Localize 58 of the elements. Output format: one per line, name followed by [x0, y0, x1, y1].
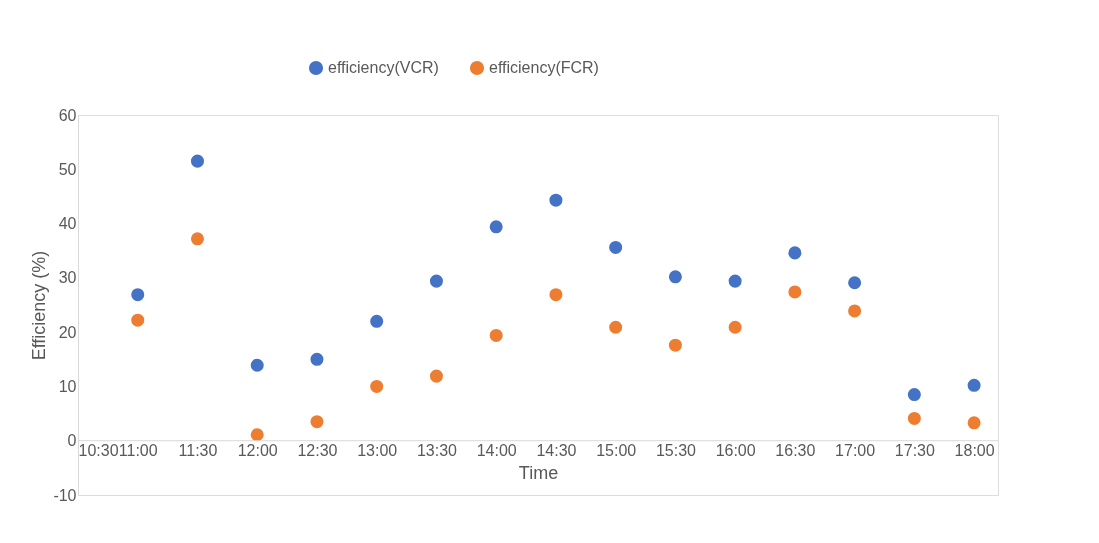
- point: [429, 274, 443, 288]
- point: [370, 379, 384, 393]
- x-tick-label: 14:00: [476, 442, 517, 460]
- point: [728, 320, 742, 334]
- point: [549, 193, 563, 207]
- x-tick-label: 17:00: [835, 442, 876, 460]
- point: [668, 270, 682, 284]
- x-tick-label: 13:30: [416, 442, 458, 460]
- y-tick-label: 60: [58, 106, 77, 124]
- point: [370, 314, 384, 328]
- y-tick-label: 50: [58, 160, 77, 178]
- point: [609, 320, 623, 334]
- point: [967, 416, 981, 430]
- legend-label: efficiency(FCR): [489, 59, 599, 76]
- point: [907, 388, 921, 402]
- point: [788, 246, 802, 260]
- point: [190, 232, 204, 246]
- x-tick-label: 16:00: [715, 442, 756, 460]
- y-axis-title: Efficiency (%): [29, 250, 50, 361]
- point: [609, 240, 623, 254]
- point: [310, 352, 324, 366]
- x-axis-title: Time: [518, 462, 559, 483]
- point: [788, 285, 802, 299]
- x-tick-label: 12:00: [237, 442, 278, 460]
- point: [848, 276, 862, 290]
- point: [250, 428, 264, 442]
- point: [250, 358, 264, 372]
- point: [549, 288, 563, 302]
- x-tick-label: 11:00: [118, 442, 158, 460]
- point: [310, 415, 324, 429]
- y-tick-label: 30: [58, 269, 77, 287]
- y-tick-label: 40: [58, 215, 77, 233]
- x-tick-label: 12:30: [297, 442, 338, 460]
- y-tick-label: 10: [58, 377, 77, 395]
- x-tick-label: 11:30: [178, 442, 218, 460]
- x-tick-label: 10:30: [78, 442, 119, 460]
- point: [429, 369, 443, 383]
- point: [967, 378, 981, 392]
- x-tick-label: 17:30: [894, 442, 935, 460]
- point: [728, 274, 742, 288]
- y-tick-label: 20: [58, 323, 77, 341]
- point: [489, 328, 503, 342]
- point: [668, 338, 682, 352]
- point: [131, 288, 145, 302]
- point: [190, 154, 204, 168]
- point: [907, 411, 921, 425]
- point: [489, 220, 503, 234]
- y-tick-label: 0: [67, 432, 77, 450]
- point: [848, 304, 862, 318]
- x-tick-label: 14:30: [536, 442, 577, 460]
- point: [131, 313, 145, 327]
- x-tick-label: 15:30: [655, 442, 697, 460]
- x-tick-label: 13:00: [357, 442, 398, 460]
- x-tick-label: 18:00: [954, 442, 995, 460]
- legend-label: efficiency(VCR): [328, 59, 439, 76]
- x-tick-label: 15:00: [596, 442, 637, 460]
- x-tick-label: 16:30: [775, 442, 816, 460]
- y-tick-label: -10: [53, 486, 77, 504]
